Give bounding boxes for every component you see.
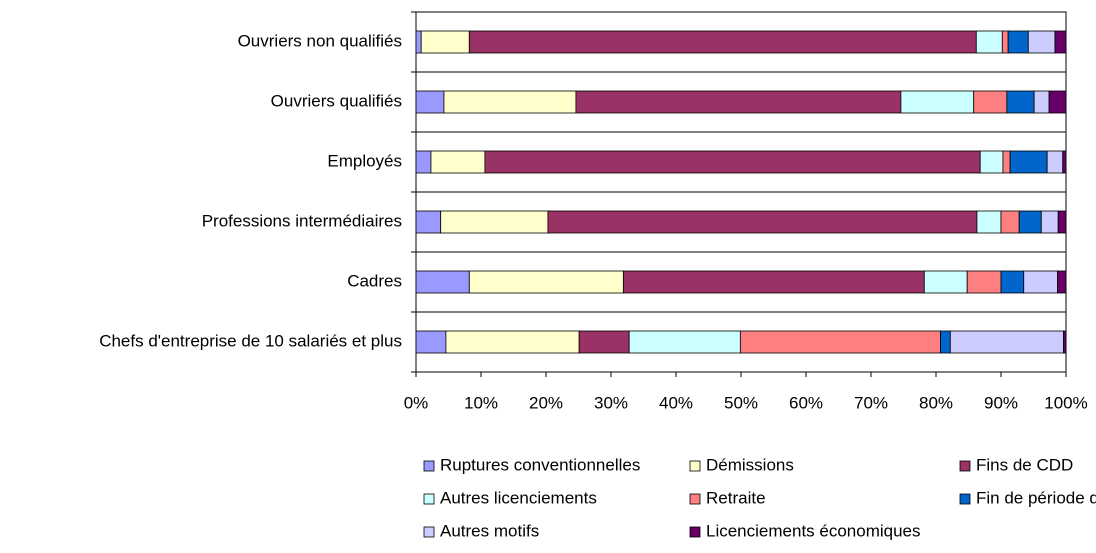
x-tick-label: 0%	[404, 393, 429, 412]
y-tick-label: Ouvriers non qualifiés	[238, 31, 402, 50]
legend-label: Autres licenciements	[440, 488, 597, 507]
x-tick-label: 30%	[594, 393, 628, 412]
bar-segment	[628, 330, 741, 354]
legend-label: Autres motifs	[440, 521, 539, 540]
bar-segment	[1046, 150, 1064, 174]
x-tick-label: 100%	[1044, 393, 1087, 412]
bar-segment	[979, 150, 1004, 174]
x-tick-label: 50%	[724, 393, 758, 412]
bar-segment	[1000, 210, 1020, 234]
bar-segment	[445, 330, 580, 354]
y-tick-label: Cadres	[347, 271, 402, 290]
bar-segment	[1040, 210, 1059, 234]
bar-segment	[1048, 90, 1067, 114]
legend-label: Licenciements économiques	[706, 521, 921, 540]
bar-segment	[1054, 30, 1067, 54]
bar-segment	[468, 270, 624, 294]
bar-segment	[420, 30, 470, 54]
bar-segment	[739, 330, 941, 354]
bar-segment	[440, 210, 549, 234]
bar-segment	[484, 150, 981, 174]
bar-segment	[966, 270, 1002, 294]
legend-swatch	[959, 460, 971, 472]
legend-swatch	[959, 493, 971, 505]
bar-segment	[443, 90, 577, 114]
y-tick-label: Chefs d'entreprise de 10 salariés et plu…	[99, 331, 402, 350]
legend-swatch	[423, 493, 435, 505]
x-tick-label: 60%	[789, 393, 823, 412]
legend-label: Retraite	[706, 488, 766, 507]
bar-segment	[1057, 270, 1067, 294]
bar-segment	[415, 30, 422, 54]
x-tick-label: 40%	[659, 393, 693, 412]
bar-segment	[940, 330, 951, 354]
bar-segment	[1007, 30, 1029, 54]
bar-segment	[415, 90, 445, 114]
bar-segment	[1001, 30, 1009, 54]
x-tick-label: 80%	[919, 393, 953, 412]
bar-segment	[1002, 150, 1011, 174]
bar-segment	[1033, 90, 1050, 114]
bar-segment	[1023, 270, 1058, 294]
bar-segment	[468, 30, 977, 54]
legend-swatch	[689, 526, 701, 538]
legend-label: Ruptures conventionnelles	[440, 455, 640, 474]
x-tick-label: 20%	[529, 393, 563, 412]
bar-segment	[976, 210, 1002, 234]
bar-segment	[900, 90, 975, 114]
bar-segment	[1062, 150, 1067, 174]
bar-segment	[547, 210, 978, 234]
legend-label: Démissions	[706, 455, 794, 474]
legend-swatch	[423, 526, 435, 538]
bar-segment	[415, 330, 447, 354]
y-tick-label: Professions intermédiaires	[202, 211, 402, 230]
bar-segment	[415, 150, 432, 174]
bar-segment	[1063, 330, 1067, 354]
bar-segment	[430, 150, 486, 174]
bar-segment	[973, 90, 1008, 114]
legend-swatch	[689, 460, 701, 472]
bar-segment	[949, 330, 1064, 354]
legend-label: Fin de période d'essai	[976, 488, 1096, 507]
bar-segment	[622, 270, 925, 294]
bar-segment	[1006, 90, 1035, 114]
bar-segment	[578, 330, 630, 354]
legend-label: Fins de CDD	[976, 455, 1073, 474]
bar-segment	[975, 30, 1003, 54]
y-tick-label: Employés	[327, 151, 402, 170]
bar-segment	[923, 270, 968, 294]
y-tick-label: Ouvriers qualifiés	[271, 91, 402, 110]
bar-segment	[1057, 210, 1067, 234]
bar-segment	[415, 210, 442, 234]
bar-segment	[1009, 150, 1048, 174]
x-tick-label: 90%	[984, 393, 1018, 412]
bar-segment	[415, 270, 470, 294]
bar-segment	[1027, 30, 1056, 54]
legend-swatch	[423, 460, 435, 472]
legend-swatch	[689, 493, 701, 505]
x-tick-label: 10%	[464, 393, 498, 412]
x-tick-label: 70%	[854, 393, 888, 412]
bar-segment	[1018, 210, 1042, 234]
bar-segment	[575, 90, 902, 114]
bar-segment	[1000, 270, 1025, 294]
